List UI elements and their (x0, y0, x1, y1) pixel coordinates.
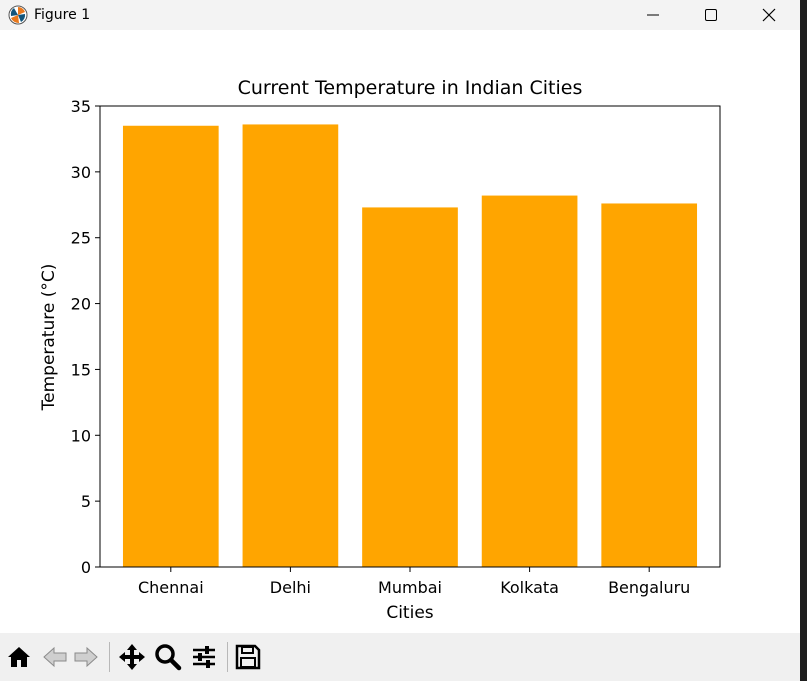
x-tick-label: Chennai (138, 578, 204, 597)
pan-button[interactable] (117, 642, 147, 672)
forward-button[interactable] (71, 642, 101, 672)
close-icon (762, 8, 776, 22)
bar-kolkata (481, 195, 578, 567)
bar-bengaluru (601, 203, 698, 567)
minimize-icon (647, 14, 659, 16)
save-button[interactable] (233, 642, 263, 672)
x-tick-label: Kolkata (500, 578, 559, 597)
title-bar: Figure 1 (0, 0, 800, 30)
configure-subplots-button[interactable] (189, 642, 219, 672)
configure-subplots-icon (193, 646, 215, 668)
x-tick-label: Mumbai (378, 578, 442, 597)
bar-mumbai (362, 207, 458, 568)
bar-delhi (242, 124, 339, 567)
x-tick-label: Delhi (270, 578, 311, 597)
toolbar-separator (227, 642, 228, 672)
y-tick-label: 0 (81, 558, 91, 577)
y-tick-label: 10 (71, 426, 91, 445)
forward-icon (74, 646, 98, 668)
figure-canvas: Current Temperature in Indian Cities 0 5 1… (0, 30, 800, 632)
toolbar-separator (109, 642, 110, 672)
background-editor-edge (800, 0, 807, 681)
y-tick-label: 25 (71, 229, 91, 248)
home-button[interactable] (4, 642, 34, 672)
bar-chennai (122, 125, 219, 567)
back-icon (43, 646, 67, 668)
maximize-icon (705, 9, 717, 21)
y-tick-label: 20 (71, 295, 91, 314)
zoom-button[interactable] (153, 642, 183, 672)
home-icon (8, 647, 30, 667)
pan-icon (119, 644, 145, 670)
zoom-icon (155, 644, 182, 671)
navigation-toolbar (0, 633, 800, 681)
close-button[interactable] (740, 0, 798, 30)
y-tick-label: 15 (71, 360, 91, 379)
y-tick-label: 35 (71, 97, 91, 116)
window-title: Figure 1 (34, 7, 91, 23)
matplotlib-logo-icon (8, 5, 28, 25)
x-tick-label: Bengaluru (608, 578, 690, 597)
chart-title: Current Temperature in Indian Cities (238, 77, 583, 99)
back-button[interactable] (40, 642, 70, 672)
y-tick-label: 5 (81, 492, 91, 511)
x-axis-label: Cities (386, 603, 433, 623)
minimize-button[interactable] (624, 0, 682, 30)
bar-chart: Current Temperature in Indian Cities 0 5 1… (39, 77, 721, 623)
maximize-button[interactable] (682, 0, 740, 30)
save-icon (235, 644, 261, 670)
y-axis-label: Temperature (°C) (39, 264, 59, 412)
y-tick-label: 30 (71, 163, 91, 182)
